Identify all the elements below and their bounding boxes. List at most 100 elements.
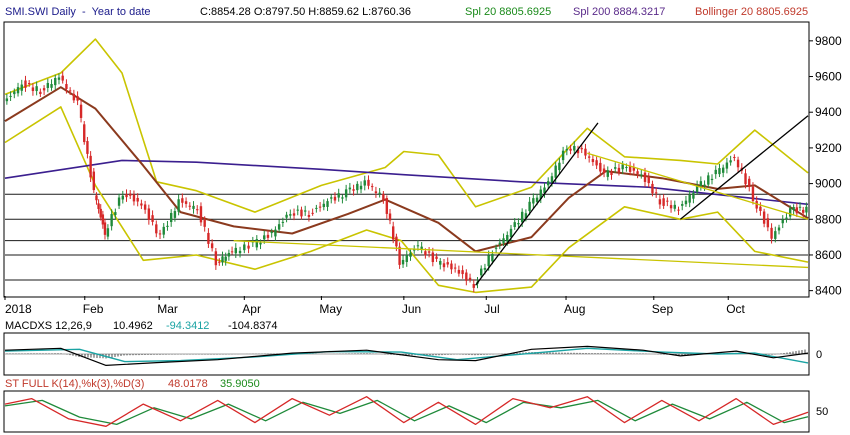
candle-body [117, 197, 121, 206]
candle-body [621, 164, 624, 170]
candle-body [13, 91, 16, 95]
candle-body [558, 162, 561, 171]
ohlc-readout: C:8854.28 O:8797.50 H:8859.62 L:8760.36 [200, 6, 411, 18]
stochastic-value-2: 35.9050 [220, 378, 260, 390]
candle-body [401, 259, 405, 265]
macd-value-2: -94.3412 [166, 320, 209, 332]
candle-body [550, 176, 554, 183]
candle-body [300, 209, 303, 217]
x-axis-label: Aug [564, 302, 585, 316]
candle-body [695, 185, 699, 193]
candle-body [5, 98, 9, 102]
stochastic-panel-frame [3, 390, 810, 433]
candle-body [263, 235, 266, 240]
candle-body [188, 205, 191, 207]
candle-body [97, 203, 100, 209]
candle-body [289, 214, 292, 216]
candle-body [795, 207, 799, 214]
candle-body [207, 232, 210, 244]
candle-body [591, 159, 595, 163]
candle-body [658, 199, 662, 205]
candle-body [643, 172, 647, 182]
candle-body [16, 87, 20, 94]
candle-body [602, 168, 606, 174]
candle-body [89, 155, 92, 178]
candle-body [573, 145, 576, 151]
candle-body [798, 206, 802, 208]
bollinger-legend: Bollinger 20 8805.6925 [695, 6, 808, 18]
candle-body [662, 198, 665, 206]
candle-body [61, 75, 64, 81]
candle-body [125, 194, 128, 198]
candle-body [315, 207, 318, 209]
candle-body [296, 209, 299, 211]
candle-body [599, 162, 602, 172]
candle-body [424, 251, 427, 256]
candle-body [532, 198, 535, 204]
candle-body [83, 124, 86, 143]
trendline [679, 115, 809, 220]
candle-body [114, 212, 117, 215]
candle-body [210, 243, 214, 249]
y-axis-label: 9400 [815, 105, 842, 119]
candle-body [166, 225, 169, 227]
candle-body [192, 205, 195, 209]
candle-body [688, 194, 691, 203]
candle-body [35, 86, 38, 92]
candle-body [356, 183, 359, 191]
candle-body [57, 77, 61, 80]
candle-body [785, 217, 788, 219]
candle-body [303, 210, 307, 212]
bollinger-upper-band [4, 38, 809, 213]
candle-body [363, 180, 366, 186]
candle-body [326, 201, 329, 207]
candle-body [224, 256, 227, 261]
candle-body [480, 268, 483, 276]
candle-body [158, 233, 162, 235]
candle-body [348, 187, 352, 190]
trendline [233, 240, 809, 269]
candle-body [405, 255, 408, 263]
candle-body [136, 197, 139, 202]
spl200-line [4, 159, 809, 206]
candle-body [413, 249, 416, 251]
candle-body [632, 167, 636, 171]
candle-body [802, 209, 805, 213]
candle-body [177, 199, 180, 212]
x-axis-label: Oct [726, 302, 745, 316]
macd-panel-frame [3, 332, 810, 376]
candle-body [9, 95, 12, 97]
candle-body [382, 194, 385, 201]
candle-body [677, 209, 680, 211]
candle-body [707, 175, 710, 185]
candle-body [647, 176, 650, 184]
candle-body [628, 166, 632, 172]
candle-body [140, 203, 143, 206]
candle-body [234, 247, 237, 254]
candle-body [725, 162, 729, 169]
candle-body [487, 255, 490, 267]
candle-body [584, 148, 587, 156]
candle-body [270, 231, 273, 234]
candle-body [155, 224, 158, 234]
candle-body [110, 214, 113, 227]
candle-body [699, 181, 703, 187]
candle-body [468, 277, 472, 280]
x-axis-label: Mar [157, 302, 178, 316]
trendline [587, 152, 809, 220]
candle-body [595, 160, 598, 166]
candle-body [76, 96, 79, 101]
candle-body [378, 192, 381, 194]
candle-body [352, 189, 355, 191]
candle-body [247, 245, 250, 249]
candle-body [781, 219, 784, 224]
candle-body [502, 238, 505, 244]
candle-body [610, 172, 613, 175]
macd-value-3: -104.8374 [228, 320, 278, 332]
candle-body [196, 209, 199, 211]
macd-line [4, 345, 809, 366]
candle-body [333, 196, 337, 201]
candle-body [292, 213, 296, 216]
candle-body [143, 204, 147, 210]
